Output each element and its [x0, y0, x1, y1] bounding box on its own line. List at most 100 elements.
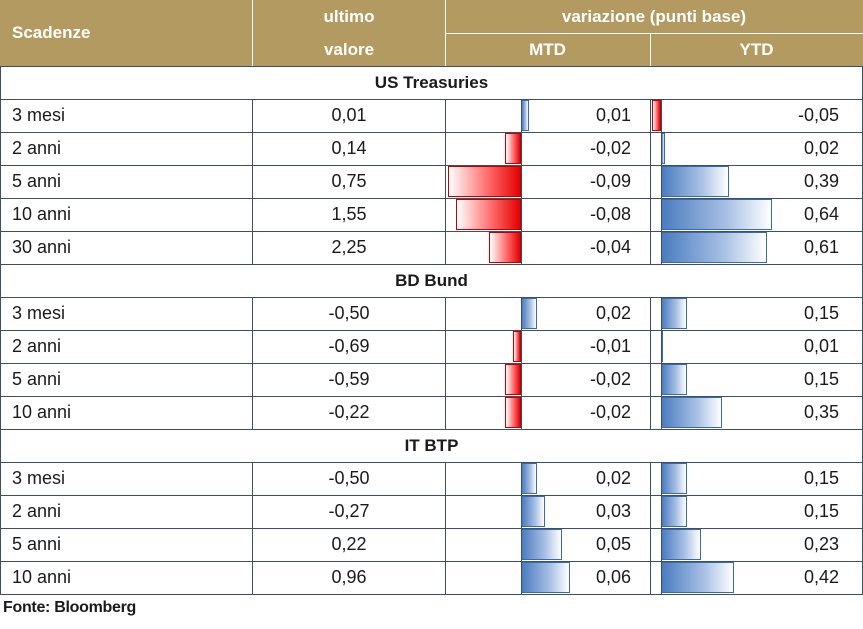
ytd-value: 0,42 [803, 567, 839, 587]
source-note: Fonte: Bloomberg [3, 599, 136, 616]
last-value: -0,50 [328, 468, 370, 488]
ytd-bar [661, 364, 687, 395]
last-value: 0,75 [331, 171, 367, 191]
last-value: -0,59 [328, 369, 370, 389]
mtd-bar [504, 364, 521, 395]
row-divider [0, 528, 863, 529]
ytd-value: 0,61 [803, 237, 839, 257]
maturity-label: 10 anni [12, 402, 72, 422]
maturity-label: 5 anni [12, 534, 62, 554]
yield-table: Scadenze ultimo valore variazione (punti… [0, 0, 863, 595]
ytd-zero-axis [661, 462, 662, 594]
row-divider [0, 561, 863, 562]
maturity-label: 3 mesi [12, 105, 66, 125]
ytd-value: 0,39 [803, 171, 839, 191]
mtd-bar [447, 166, 521, 197]
mtd-value: -0,04 [589, 237, 631, 257]
ytd-value: 0,15 [803, 369, 839, 389]
last-value: -0,69 [328, 336, 370, 356]
mtd-value: 0,02 [595, 468, 631, 488]
maturity-label: 30 anni [12, 237, 72, 257]
header-divider [445, 33, 863, 34]
column-divider [445, 462, 446, 594]
mtd-bar [521, 529, 562, 560]
ytd-value: 0,35 [803, 402, 839, 422]
last-value: -0,27 [328, 501, 370, 521]
row-divider [0, 594, 863, 595]
header-ultimo-line2: valore [323, 40, 375, 59]
table-border-left [0, 66, 1, 594]
maturity-label: 3 mesi [12, 468, 66, 488]
last-value: 0,01 [331, 105, 367, 125]
last-value: 2,25 [331, 237, 367, 257]
ytd-bar [661, 397, 722, 428]
mtd-value: 0,03 [595, 501, 631, 521]
row-divider [0, 462, 863, 463]
header-ytd-label: YTD [739, 39, 774, 59]
header-scadenze-label: Scadenze [12, 23, 91, 42]
mtd-value: -0,01 [589, 336, 631, 356]
maturity-label: 10 anni [12, 567, 72, 587]
last-value: 1,55 [331, 204, 367, 224]
ytd-value: 0,64 [803, 204, 839, 224]
mtd-bar [521, 100, 530, 131]
mtd-value: 0,01 [595, 105, 631, 125]
ytd-bar [661, 463, 687, 494]
mtd-bar [521, 496, 546, 527]
header-divider [650, 33, 651, 66]
column-divider [252, 297, 253, 429]
maturity-label: 5 anni [12, 369, 62, 389]
mtd-value: -0,08 [589, 204, 631, 224]
mtd-bar [504, 397, 521, 428]
mtd-bar [504, 133, 521, 164]
last-value: -0,22 [328, 402, 370, 422]
ytd-bar [661, 232, 767, 263]
header-ytd: YTD [650, 33, 863, 66]
column-divider [650, 99, 651, 264]
column-divider [650, 462, 651, 594]
maturity-label: 2 anni [12, 138, 62, 158]
mtd-value: 0,06 [595, 567, 631, 587]
row-divider [0, 264, 863, 265]
row-divider [0, 396, 863, 397]
mtd-value: -0,02 [589, 402, 631, 422]
mtd-bar [521, 463, 538, 494]
last-value: 0,14 [331, 138, 367, 158]
row-divider [0, 132, 863, 133]
mtd-value: -0,02 [589, 369, 631, 389]
ytd-zero-axis [661, 99, 662, 264]
last-value: 0,96 [331, 567, 367, 587]
mtd-bar [456, 199, 521, 230]
header-variazione: variazione (punti base) [445, 0, 863, 33]
maturity-label: 5 anni [12, 171, 62, 191]
maturity-label: 2 anni [12, 501, 62, 521]
ytd-value: 0,01 [803, 336, 839, 356]
mtd-zero-axis [521, 462, 522, 594]
maturity-label: 2 anni [12, 336, 62, 356]
mtd-zero-axis [521, 297, 522, 429]
header-divider [252, 0, 253, 66]
mtd-value: 0,05 [595, 534, 631, 554]
row-divider [0, 165, 863, 166]
mtd-value: 0,02 [595, 303, 631, 323]
maturity-label: 10 anni [12, 204, 72, 224]
column-divider [252, 462, 253, 594]
section-title: BD Bund [395, 270, 468, 290]
mtd-value: -0,02 [589, 138, 631, 158]
column-divider [445, 297, 446, 429]
ytd-value: 0,15 [803, 501, 839, 521]
column-divider [252, 99, 253, 264]
ytd-bar [661, 496, 687, 527]
row-divider [0, 429, 863, 430]
ytd-bar [652, 100, 662, 131]
ytd-value: 0,02 [803, 138, 839, 158]
row-divider [0, 99, 863, 100]
maturity-label: 3 mesi [12, 303, 66, 323]
ytd-value: 0,23 [803, 534, 839, 554]
mtd-zero-axis [521, 99, 522, 264]
mtd-bar [521, 298, 538, 329]
mtd-bar [512, 331, 521, 362]
ytd-value: -0,05 [797, 105, 839, 125]
section-title: IT BTP [404, 435, 459, 455]
ytd-zero-axis [661, 297, 662, 429]
